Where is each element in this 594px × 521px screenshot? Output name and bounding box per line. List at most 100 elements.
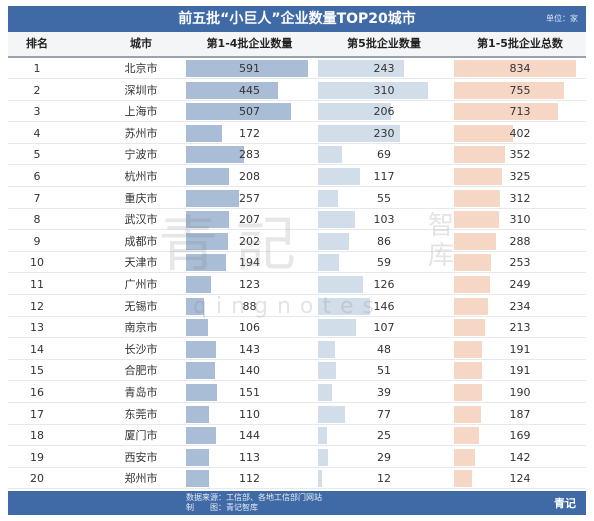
bar-batch5 xyxy=(318,254,339,272)
maker-line: 制 图：青记智库 xyxy=(186,503,258,512)
table-row: 17 东莞市 110 77 187 xyxy=(8,404,586,425)
bar-batch1-4 xyxy=(186,340,216,358)
cell-city: 重庆市 xyxy=(124,191,158,205)
cell-total: 124 xyxy=(509,472,531,486)
cell-batch5: 107 xyxy=(373,321,395,335)
cell-batch5: 48 xyxy=(377,342,391,356)
bar-batch5 xyxy=(318,60,405,77)
cell-rank: 10 xyxy=(30,256,44,270)
bar-total xyxy=(454,319,486,337)
bar-total xyxy=(454,60,576,77)
watermark-side: 智库 xyxy=(428,211,455,271)
row-divider xyxy=(8,358,586,360)
row-divider xyxy=(8,207,586,209)
table-row: 10 天津市 194 59 253 xyxy=(8,252,586,274)
bar-batch5 xyxy=(318,448,329,466)
cell-city: 厦门市 xyxy=(124,429,158,443)
cell-city: 郑州市 xyxy=(124,472,158,486)
watermark-brand: 青記 xyxy=(158,210,314,280)
row-divider xyxy=(8,466,586,468)
table-row: 16 青岛市 151 39 190 xyxy=(8,382,586,403)
bar-total xyxy=(454,427,479,445)
row-divider xyxy=(8,229,586,231)
bar-batch1-4 xyxy=(186,211,229,229)
cell-batch5: 206 xyxy=(373,105,395,119)
bar-batch1-4 xyxy=(186,384,218,401)
bar-batch1-4 xyxy=(186,470,210,488)
cell-batch5: 25 xyxy=(377,429,391,443)
header-rank: 排名 xyxy=(26,37,48,50)
cell-batch1-4: 257 xyxy=(239,191,260,205)
bar-total xyxy=(454,297,489,315)
row-divider xyxy=(8,315,586,317)
cell-batch5: 51 xyxy=(377,364,391,378)
cell-batch1-4: 144 xyxy=(239,429,260,443)
cell-city: 广州市 xyxy=(124,278,158,291)
table-row: 6 杭州市 208 117 325 xyxy=(8,166,586,187)
bar-batch1-4 xyxy=(186,254,227,272)
cell-city: 合肥市 xyxy=(124,364,158,378)
cell-rank: 17 xyxy=(30,407,44,421)
row-divider xyxy=(8,337,586,339)
bar-batch5 xyxy=(318,384,332,401)
cell-batch5: 86 xyxy=(377,234,391,248)
cell-total: 834 xyxy=(509,62,531,75)
cell-batch1-4: 194 xyxy=(239,256,260,270)
table-row: 12 无锡市 88 146 234 xyxy=(8,296,586,317)
bar-total xyxy=(454,189,500,207)
cell-city: 东莞市 xyxy=(124,407,158,421)
bar-batch1-4 xyxy=(186,405,209,423)
bar-total xyxy=(454,232,497,250)
cell-batch1-4: 106 xyxy=(239,321,260,335)
bar-batch5 xyxy=(318,124,400,142)
cell-total: 352 xyxy=(509,148,531,162)
footer-bar: 数据来源：工信部、各地工信部门网站 制 图：青记智库 青记 xyxy=(8,491,586,515)
cell-batch1-4: 591 xyxy=(239,62,260,75)
cell-city: 南京市 xyxy=(124,321,158,335)
cell-rank: 5 xyxy=(33,148,41,162)
row-divider xyxy=(8,423,586,425)
row-divider xyxy=(8,272,586,274)
cell-total: 191 xyxy=(509,364,531,378)
cell-rank: 9 xyxy=(33,234,41,248)
cell-batch1-4: 113 xyxy=(239,450,260,464)
table-row: 5 宁波市 283 69 352 xyxy=(8,144,586,166)
header-batch5: 第5批企业数量 xyxy=(347,37,421,50)
bar-batch1-4 xyxy=(186,319,208,337)
bar-batch1-4 xyxy=(186,146,245,164)
title-bar: 前五批“小巨人”企业数量TOP20城市 单位：家 xyxy=(8,6,586,32)
row-divider xyxy=(8,142,586,144)
cell-rank: 11 xyxy=(30,278,44,291)
table-row: 8 武汉市 207 103 310 xyxy=(8,209,586,231)
cell-rank: 3 xyxy=(33,105,41,119)
table-header: 排名 城市 第1-4批企业数量 第5批企业数量 第1-5批企业总数 xyxy=(8,32,586,58)
bar-total xyxy=(454,448,475,466)
table-row: 4 苏州市 172 230 402 xyxy=(8,123,586,144)
cell-batch1-4: 110 xyxy=(239,407,260,421)
cell-total: 169 xyxy=(509,429,531,443)
cell-city: 成都市 xyxy=(124,234,158,248)
footer-brand: 青记 xyxy=(554,497,576,510)
bar-batch5 xyxy=(318,362,337,380)
bar-batch1-4 xyxy=(186,168,229,185)
cell-total: 713 xyxy=(509,105,531,119)
cell-city: 长沙市 xyxy=(124,342,158,356)
row-divider xyxy=(8,121,586,123)
cell-batch1-4: 202 xyxy=(239,234,260,248)
cell-batch1-4: 208 xyxy=(239,170,260,183)
bar-total xyxy=(454,146,506,164)
cell-city: 武汉市 xyxy=(124,213,158,227)
cell-total: 187 xyxy=(509,407,531,421)
cell-total: 312 xyxy=(509,191,531,205)
source-line: 数据来源：工信部、各地工信部门网站 xyxy=(186,493,322,502)
bar-batch5 xyxy=(318,146,343,164)
table-row: 11 广州市 123 126 249 xyxy=(8,274,586,295)
cell-city: 天津市 xyxy=(124,256,158,270)
cell-rank: 19 xyxy=(30,450,44,464)
table-row: 13 南京市 106 107 213 xyxy=(8,317,586,339)
bar-total xyxy=(454,81,565,99)
cell-batch5: 146 xyxy=(373,299,395,313)
table-row: 7 重庆市 257 55 312 xyxy=(8,188,586,209)
chart-panel: 前五批“小巨人”企业数量TOP20城市 单位：家 排名 城市 第1-4批企业数量… xyxy=(8,6,586,515)
bar-batch5 xyxy=(318,319,356,337)
